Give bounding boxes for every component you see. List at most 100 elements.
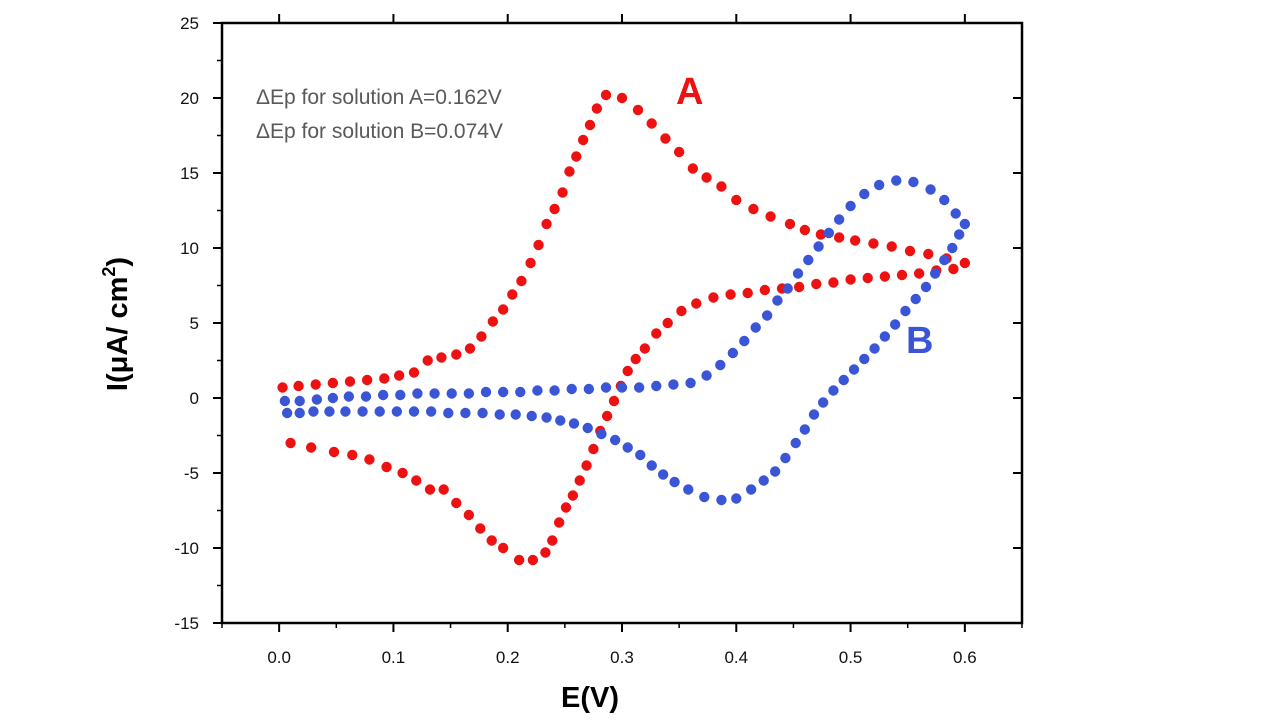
data-point-a [742,287,753,299]
data-point-a [701,172,712,183]
data-point-b [939,194,950,206]
data-point-b [920,281,932,293]
data-point-a [475,523,486,534]
data-point-a [687,163,699,174]
data-point-b [900,305,911,317]
data-point-a [451,497,462,509]
y-tick-label: 15 [180,164,199,183]
data-point-a [408,367,420,378]
data-point-a [486,535,497,546]
data-point-a [725,289,736,300]
data-point-b [374,406,385,417]
data-point-a [646,118,657,129]
data-point-b [494,409,505,420]
data-point-b [685,377,696,389]
data-point-b [294,407,305,419]
data-point-a [601,410,613,422]
data-point-b [657,469,669,480]
data-point-a [507,289,518,300]
data-point-a [347,449,358,461]
data-point-b [859,188,870,200]
data-point-a [540,547,551,558]
data-point-a [527,554,539,566]
data-point-b [460,407,471,419]
data-point-b [443,407,454,419]
data-point-a [541,218,552,230]
data-point-a [547,535,558,546]
curve-label-a: A [676,71,703,113]
data-point-a [581,460,592,471]
data-point-b [758,475,769,486]
data-point-a [451,349,462,360]
data-point-a [344,376,356,387]
data-point-b [429,388,440,399]
data-point-b [360,391,372,402]
data-point-a [513,554,525,566]
data-point-b [343,391,355,402]
data-point-b [869,343,880,354]
data-point-b [947,242,958,254]
plot-frame [220,21,1024,625]
data-point-b [769,466,781,477]
data-point-b [463,388,475,399]
data-point-b [596,428,607,440]
data-point-b [526,410,537,422]
data-point-a [397,467,408,479]
data-point-a [516,275,527,287]
y-tick-label: -15 [174,614,199,633]
data-point-a [886,241,897,252]
data-point-a [476,331,487,342]
data-point-b [683,484,694,495]
data-point-b [891,175,902,186]
x-tick-label: 0.5 [839,648,863,667]
data-point-b [953,229,965,240]
data-point-b [925,184,936,195]
data-point-a [571,151,582,162]
data-point-b [828,385,839,396]
data-point-a [651,328,662,339]
data-point-b [555,415,566,426]
data-point-a [904,245,916,257]
data-point-a [584,119,596,131]
data-point-b [727,347,739,359]
series-a [277,89,971,566]
data-point-b [583,383,595,395]
data-point-a [487,316,499,327]
data-point-a [305,442,317,453]
data-point-a [673,146,685,158]
y-tick-label: 5 [190,314,199,333]
data-point-a [379,373,390,384]
data-point-b [532,385,543,396]
x-axis-title: E(V) [561,682,619,714]
data-point-a [533,239,544,251]
data-point-a [896,269,908,281]
data-point-a [285,437,296,449]
data-point-a [923,248,934,260]
data-point-a [849,235,861,246]
data-point-a [574,475,585,486]
data-point-b [929,268,941,279]
data-point-a [784,218,796,230]
data-point-b [510,409,521,420]
data-point-b [566,383,577,395]
data-point-b [838,374,849,386]
data-point-a [525,257,536,269]
axes-layer: 0.0 0.1 0.2 0.3 0.4 0.5 0.6 -15 -10 -5 0 5 10 15 20 25 [174,14,1023,667]
data-point-a [759,284,771,296]
data-point-a [660,133,671,144]
data-point-a [616,92,628,104]
data-point-b [541,412,552,423]
data-point-b [281,407,293,419]
data-point-b [699,491,710,503]
annotation-delta-ep-a: ΔEp for solution A=0.162V [256,86,502,109]
data-point-a [632,104,644,116]
data-point-b [622,442,633,453]
data-point-b [609,434,621,446]
data-point-a [393,370,405,381]
data-point-b [668,379,679,390]
data-point-a [622,365,633,377]
data-point-b [715,359,726,371]
data-point-b [780,452,791,464]
data-point-a [464,343,476,354]
